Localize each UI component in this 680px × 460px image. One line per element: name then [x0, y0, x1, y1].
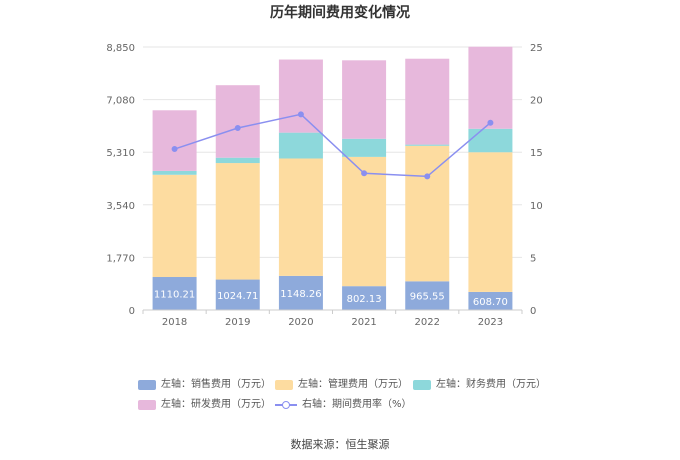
- bar-segment: [215, 157, 260, 164]
- bar-data-label: 1024.71: [217, 291, 258, 302]
- legend-item-rate[interactable]: 右轴：期间费用率（%）: [275, 398, 412, 412]
- y-right-tick-label: 15: [530, 148, 543, 159]
- legend-swatch-finance: [413, 380, 431, 390]
- bar-segment: [152, 174, 197, 278]
- legend-label-rate: 右轴：期间费用率（%）: [302, 399, 412, 410]
- y-right-tick-label: 10: [530, 201, 543, 212]
- y-left-tick-label: 8,850: [106, 43, 135, 54]
- rate-point: [424, 173, 431, 180]
- bar-segment: [405, 58, 450, 145]
- bar-segment: [152, 110, 197, 171]
- legend-label-rnd: 左轴：研发费用（万元）: [161, 399, 271, 410]
- bar-segment: [468, 128, 513, 153]
- bar-segment: [342, 60, 387, 139]
- bar-segment: [342, 286, 387, 310]
- y-left-tick-label: 0: [129, 306, 135, 317]
- bar-segment: [152, 170, 197, 175]
- legend-item-admin[interactable]: 左轴：管理费用（万元）: [275, 378, 408, 392]
- bar-segment: [152, 277, 197, 310]
- bar-segment: [342, 138, 387, 157]
- legend-swatch-admin: [275, 380, 293, 390]
- bar-series: 1110.21 1024.71 1148.26 802.13 965.55 608.70: [152, 46, 513, 310]
- bar-data-label: 1110.21: [154, 290, 195, 301]
- bar-segment: [215, 163, 260, 280]
- x-tick-label: 2021: [351, 317, 376, 328]
- rate-point: [487, 119, 494, 126]
- bar-segment: [405, 281, 450, 310]
- y-left-tick-label: 5,310: [106, 148, 135, 159]
- x-tick-label: 2022: [415, 317, 440, 328]
- bar-segment: [342, 156, 387, 287]
- bar-segment: [278, 132, 323, 159]
- rate-point: [297, 111, 304, 118]
- gridlines: [143, 46, 522, 258]
- y-left-tick-label: 3,540: [106, 201, 135, 212]
- legend-label-finance: 左轴：财务费用（万元）: [436, 379, 546, 390]
- legend-swatch-sales: [138, 380, 156, 390]
- bar-segment: [215, 85, 260, 158]
- y-left-tick-label: 1,770: [106, 253, 135, 264]
- bar-segment: [468, 152, 513, 292]
- legend-item-rnd[interactable]: 左轴：研发费用（万元）: [138, 398, 271, 412]
- y-left-tick-label: 7,080: [106, 96, 135, 107]
- rate-point: [234, 125, 241, 132]
- bar-segment: [405, 144, 450, 146]
- legend-swatch-rate: [275, 400, 297, 410]
- bar-segment: [468, 46, 513, 129]
- line-series: [171, 111, 494, 180]
- axes: 0 1,770 3,540 5,310 7,080 8,850 0 5 10 15 20 25 2018…: [106, 43, 542, 328]
- legend-label-sales: 左轴：销售费用（万元）: [161, 379, 271, 390]
- bar-data-label: 965.55: [410, 292, 445, 303]
- legend-item-finance[interactable]: 左轴：财务费用（万元）: [413, 378, 546, 392]
- y-right-tick-label: 25: [530, 43, 543, 54]
- bar-data-label: 1148.26: [280, 289, 321, 300]
- rate-point: [171, 146, 178, 153]
- y-right-tick-label: 20: [530, 96, 543, 107]
- x-tick-label: 2019: [225, 317, 250, 328]
- bar-segment: [215, 279, 260, 310]
- y-right-tick-label: 5: [530, 253, 536, 264]
- bar-segment: [468, 291, 513, 310]
- legend-label-admin: 左轴：管理费用（万元）: [298, 379, 408, 390]
- chart-title: 历年期间费用变化情况: [270, 4, 410, 21]
- rate-line: [174, 113, 491, 178]
- x-tick-label: 2020: [288, 317, 313, 328]
- x-tick-label: 2023: [478, 317, 503, 328]
- bar-segment: [278, 158, 323, 276]
- rate-point: [361, 170, 368, 177]
- bar-data-label: 608.70: [473, 297, 508, 308]
- legend-item-sales[interactable]: 左轴：销售费用（万元）: [138, 378, 271, 392]
- bar-data-label: 802.13: [347, 294, 382, 305]
- x-tick-label: 2018: [162, 317, 187, 328]
- bar-segment: [278, 275, 323, 310]
- legend-swatch-rnd: [138, 400, 156, 410]
- bar-segment: [278, 59, 323, 133]
- source-note: 数据来源：恒生聚源: [290, 438, 390, 451]
- bar-segment: [405, 145, 450, 282]
- y-right-tick-label: 0: [530, 306, 536, 317]
